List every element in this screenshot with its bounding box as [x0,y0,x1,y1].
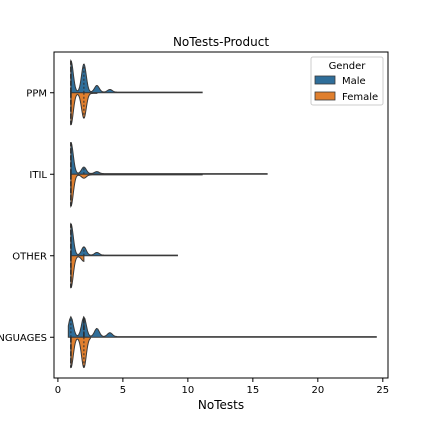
violin-group-ppm [70,59,203,126]
y-tick-ppm: PPM [26,88,54,99]
legend-swatch [314,75,336,85]
plot-area [67,59,377,369]
x-tick-10: 10 [181,378,194,396]
violin-half-male-languages [67,315,377,338]
violin-half-male-other [70,222,178,257]
legend-label: Female [342,92,378,103]
axes: PPM ITIL OTHER LANGUAGES 0 5 10 15 20 25 [0,88,389,396]
y-tick-label: ITIL [29,170,47,181]
x-tick-5: 5 [120,378,126,396]
x-tick-label: 25 [376,385,389,396]
x-axis-label: NoTests [198,398,244,412]
y-tick-other: OTHER [12,251,54,262]
y-tick-label: PPM [26,88,47,99]
x-tick-0: 0 [55,378,61,396]
y-tick-label: LANGUAGES [0,333,47,344]
x-tick-20: 20 [311,378,324,396]
violin-half-female-languages [70,336,91,369]
legend-item-female: Female [314,91,378,103]
y-tick-itil: ITIL [29,170,54,181]
legend-item-male: Male [314,75,366,87]
x-tick-label: 15 [246,385,259,396]
violin-half-male-itil [70,142,268,175]
legend-swatch [314,91,336,101]
chart-title: NoTests-Product [173,35,269,49]
y-tick-languages: LANGUAGES [0,333,54,344]
legend-label: Male [342,76,366,87]
violin-group-other [70,222,178,289]
plot-frame [53,51,389,379]
violin-group-languages [67,315,377,369]
violin-half-female-itil [70,173,203,208]
legend-title: Gender [329,61,367,72]
violin-half-female-other [70,255,85,289]
x-tick-15: 15 [246,378,259,396]
violin-half-male-ppm [70,59,203,94]
x-tick-label: 10 [181,385,194,396]
x-tick-label: 20 [311,385,324,396]
x-tick-label: 0 [55,385,61,396]
y-tick-label: OTHER [12,251,47,262]
x-tick-label: 5 [120,385,126,396]
legend: Gender Male Female [310,56,384,106]
x-tick-25: 25 [376,378,389,396]
violin-group-itil [70,142,268,208]
